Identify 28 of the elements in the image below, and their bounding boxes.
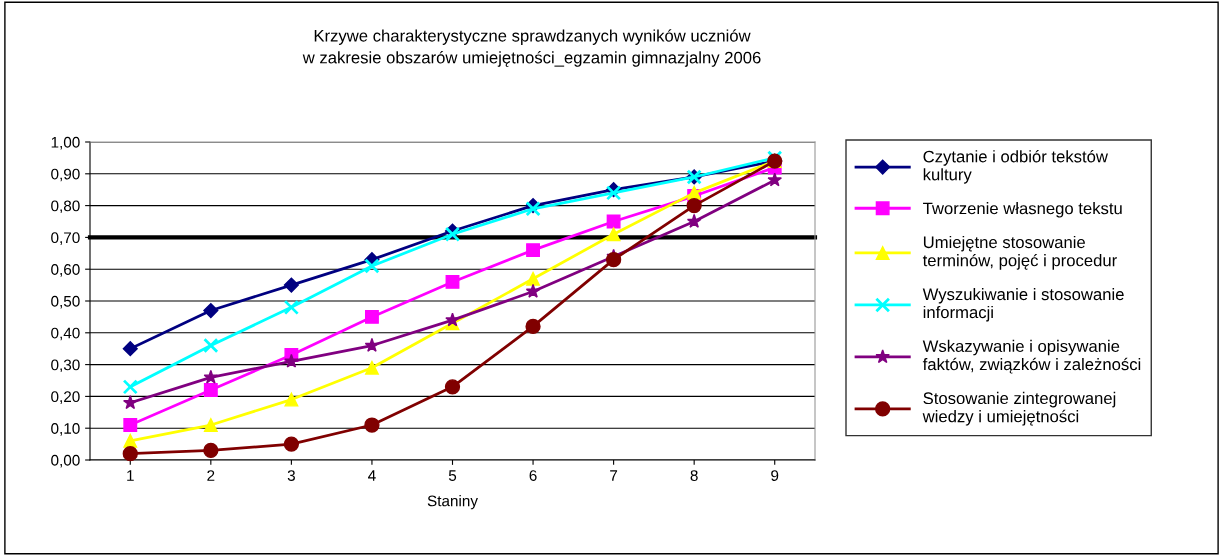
y-tick-label: 0,10 <box>51 423 80 436</box>
legend-label: Umiejętne stosowanie terminów, pojęć i procedur <box>922 235 1117 270</box>
x-tick-label: 1 <box>127 470 134 481</box>
legend-label: Stosowanie zintegrowanej wiedzy i umiejętności <box>922 391 1116 426</box>
x-tick-label: 5 <box>448 470 457 481</box>
y-tick-label: 0,60 <box>51 264 80 277</box>
y-tick-label: 1,00 <box>51 136 80 150</box>
legend-label: Wyszukiwanie i stosowanie informacji <box>922 287 1124 322</box>
x-tick-label: 9 <box>771 470 779 481</box>
y-tick-label: 0,90 <box>51 168 80 182</box>
legend-label: Wskazywanie i opisywanie faktów, związków i zależności <box>922 339 1141 374</box>
y-tick-label: 0,80 <box>51 200 80 214</box>
x-tick-label: 3 <box>287 470 295 481</box>
y-tick-label: 0,20 <box>51 391 80 404</box>
y-tick-label: 0,50 <box>51 295 80 309</box>
y-tick-label: 0,00 <box>51 454 80 468</box>
y-tick-label: 0,30 <box>51 359 80 373</box>
legend-label: Czytanie i odbiór tekstów kultury <box>923 150 1108 184</box>
x-tick-label: 2 <box>207 470 215 481</box>
legend-label: Tworzenie własnego tekstu <box>923 202 1122 218</box>
x-tick-label: 4 <box>368 470 376 481</box>
x-tick-label: 8 <box>690 470 698 481</box>
x-tick-label: 6 <box>529 470 537 481</box>
y-tick-label: 0,70 <box>51 232 80 245</box>
x-axis-title: Staniny <box>427 495 478 510</box>
y-tick-label: 0,40 <box>51 327 80 341</box>
x-tick-label: 7 <box>610 470 618 481</box>
chart-title: Krzywe charakterystyczne sprawdzanych wyników uczniów w zakresie obszarów umiejętności_egzamin gimnazjalny 2006 <box>302 29 761 67</box>
